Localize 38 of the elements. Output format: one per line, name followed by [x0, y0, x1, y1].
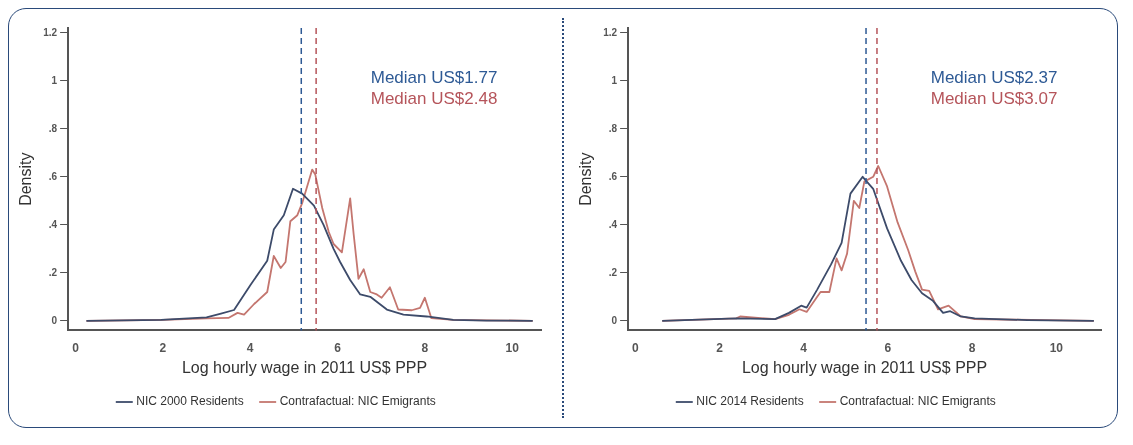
y-tick-label: .6	[48, 170, 58, 182]
y-tick-label: .6	[608, 170, 618, 182]
y-tick-label: 1	[51, 74, 58, 86]
x-axis-title: Log hourly wage in 2011 US$ PPP	[181, 358, 428, 376]
x-tick-label: 8	[421, 340, 429, 355]
y-tick-label: .2	[48, 266, 58, 278]
y-tick-label: .8	[48, 122, 58, 134]
legend-label: NIC 2000 Residents	[136, 394, 244, 409]
y-tick-label: 0	[51, 314, 58, 326]
x-tick-label: 10	[505, 340, 520, 355]
ref-line-label: Median US$2.48	[370, 88, 498, 108]
ref-line-label: Median US$1.77	[370, 67, 498, 87]
y-axis-title: Density	[577, 152, 595, 206]
ref-line-label: Median US$3.07	[930, 88, 1058, 108]
y-tick-label: 0	[611, 314, 618, 326]
y-tick-label: .8	[608, 122, 618, 134]
legend-label: NIC 2014 Residents	[696, 394, 804, 409]
x-tick-label: 8	[968, 340, 976, 355]
x-tick-label: 2	[716, 340, 724, 355]
legend-label: Contrafactual: NIC Emigrants	[839, 394, 996, 409]
x-tick-label: 4	[246, 340, 254, 355]
y-tick-label: 1.2	[43, 26, 58, 38]
y-tick-label: .4	[48, 218, 58, 230]
x-tick-label: 6	[884, 340, 892, 355]
y-tick-label: .2	[608, 266, 618, 278]
x-tick-label: 10	[1049, 340, 1064, 355]
x-tick-label: 0	[631, 340, 639, 355]
y-axis-title: Density	[17, 152, 35, 206]
x-tick-label: 4	[800, 340, 808, 355]
ref-line-label: Median US$2.37	[930, 67, 1058, 87]
y-tick-label: 1.2	[603, 26, 618, 38]
x-tick-label: 6	[334, 340, 342, 355]
legend-label: Contrafactual: NIC Emigrants	[279, 394, 436, 409]
x-tick-label: 2	[159, 340, 167, 355]
y-tick-label: 1	[611, 74, 618, 86]
x-tick-label: 0	[72, 340, 80, 355]
x-axis-title: Log hourly wage in 2011 US$ PPP	[741, 358, 988, 376]
y-tick-label: .4	[608, 218, 618, 230]
